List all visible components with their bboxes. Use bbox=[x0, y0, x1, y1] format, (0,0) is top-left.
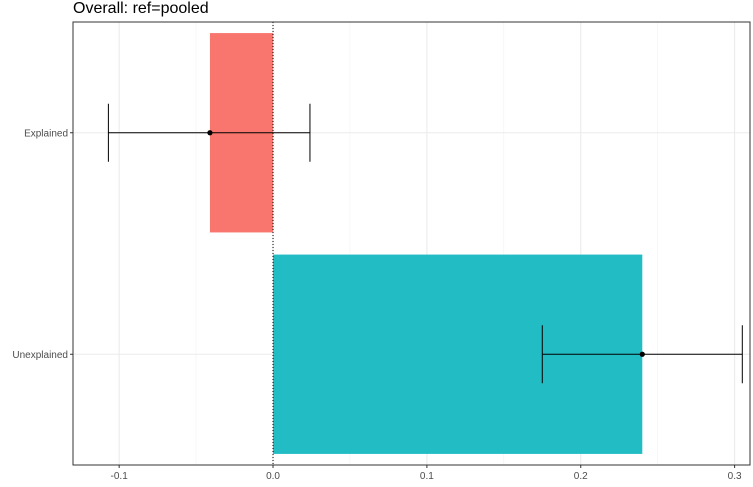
x-tick-label: -0.1 bbox=[111, 471, 129, 482]
point-estimate-unexplained bbox=[639, 351, 645, 357]
chart-title: Overall: ref=pooled bbox=[73, 0, 209, 17]
axes: -0.1 0.0 0.1 0.2 0.3 Explained Unexplained bbox=[12, 21, 751, 482]
y-tick-label-explained: Explained bbox=[24, 128, 68, 139]
x-tick-label: 0.0 bbox=[266, 471, 280, 482]
panel-border bbox=[72, 21, 751, 466]
x-tick-label: 0.1 bbox=[420, 471, 434, 482]
x-tick-label: 0.2 bbox=[574, 471, 588, 482]
y-tick-label-unexplained: Unexplained bbox=[12, 350, 68, 361]
error-bars bbox=[107, 103, 743, 384]
point-estimate-explained bbox=[207, 130, 213, 136]
x-tick-label: 0.3 bbox=[728, 471, 742, 482]
